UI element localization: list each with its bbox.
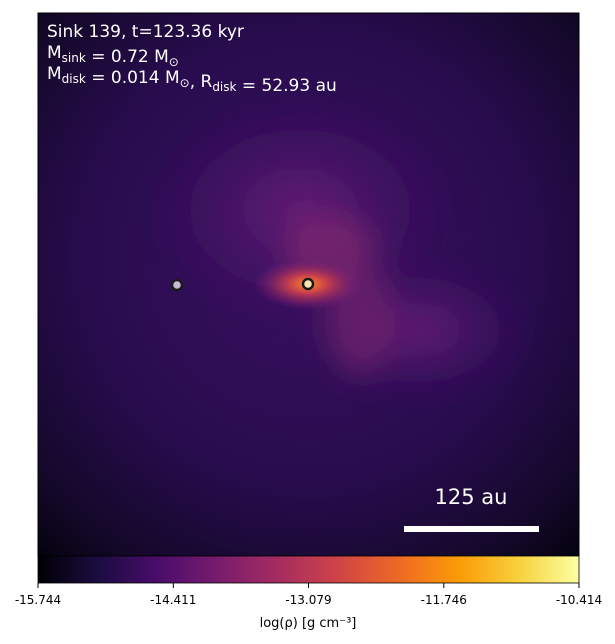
colorbar xyxy=(37,555,580,584)
density-image xyxy=(38,13,579,556)
colorbar-label: log(ρ) [g cm⁻³] xyxy=(260,616,357,631)
annotation: Mdisk = 0.014 M⊙, Rdisk = 52.93 au xyxy=(47,64,337,96)
annotation: Sink 139, t=123.36 kyr xyxy=(47,22,244,42)
annotation-subscript: ⊙ xyxy=(180,76,190,90)
colorbar-tick-label: -15.744 xyxy=(15,593,61,607)
annotation: Msink = 0.72 M⊙ xyxy=(47,43,179,69)
annotation-text: , R xyxy=(190,72,213,92)
sink-particle xyxy=(170,278,184,292)
annotation-subscript: ⊙ xyxy=(169,55,179,69)
colorbar-tick-label: -11.746 xyxy=(421,593,467,607)
colorbar-ticks: -15.744 -14.411 -13.079 -11.746 -10.414 xyxy=(15,583,602,607)
colorbar-tick-label: -13.079 xyxy=(285,593,331,607)
annotation-text: = 0.014 M xyxy=(86,68,180,88)
scale-bar-label: 125 au xyxy=(435,485,508,509)
annotation-subscript: disk xyxy=(212,80,236,94)
annotation-text: M xyxy=(47,43,62,63)
colorbar-tick-label: -10.414 xyxy=(556,593,602,607)
annotation-text: = 0.72 M xyxy=(86,47,169,67)
annotation-text: M xyxy=(47,64,62,84)
colorbar-tick-label: -14.411 xyxy=(150,593,196,607)
sink-particle xyxy=(301,277,315,291)
annotation-subscript: disk xyxy=(62,72,86,86)
annotation-text: = 52.93 au xyxy=(236,76,336,96)
annotation-text: Sink 139, t=123.36 kyr xyxy=(47,22,244,42)
scale-bar xyxy=(404,526,539,532)
annotation-subscript: sink xyxy=(62,51,86,65)
